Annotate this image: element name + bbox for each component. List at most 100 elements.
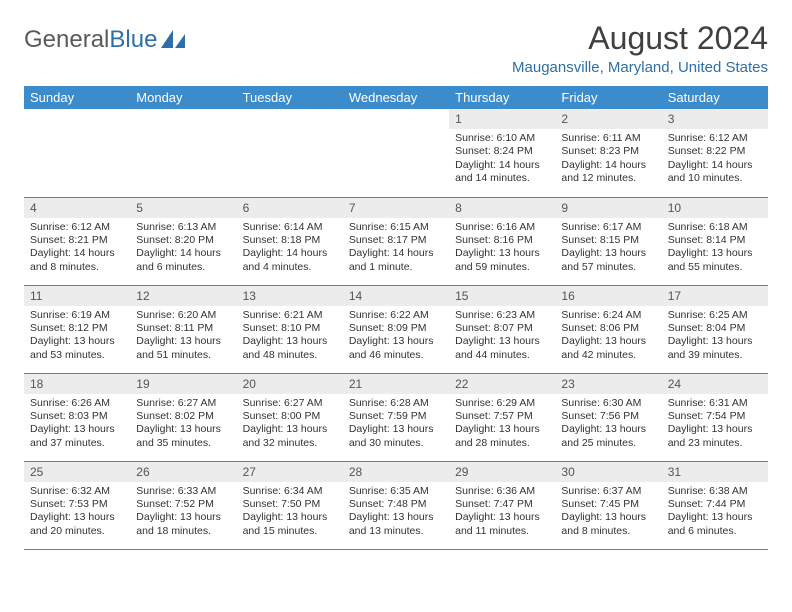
sunrise-text: Sunrise: 6:20 AM xyxy=(136,309,230,322)
sunrise-text: Sunrise: 6:25 AM xyxy=(668,309,762,322)
day-header: Thursday xyxy=(449,86,555,109)
sunrise-text: Sunrise: 6:27 AM xyxy=(243,397,337,410)
day-details: Sunrise: 6:27 AMSunset: 8:02 PMDaylight:… xyxy=(130,394,236,455)
day-details: Sunrise: 6:12 AMSunset: 8:22 PMDaylight:… xyxy=(662,129,768,190)
day-header: Monday xyxy=(130,86,236,109)
calendar-cell: 5Sunrise: 6:13 AMSunset: 8:20 PMDaylight… xyxy=(130,197,236,285)
calendar-cell: 21Sunrise: 6:28 AMSunset: 7:59 PMDayligh… xyxy=(343,373,449,461)
calendar-cell: 22Sunrise: 6:29 AMSunset: 7:57 PMDayligh… xyxy=(449,373,555,461)
day-number: 4 xyxy=(24,198,130,218)
calendar-cell: 18Sunrise: 6:26 AMSunset: 8:03 PMDayligh… xyxy=(24,373,130,461)
daylight-text: Daylight: 13 hours and 30 minutes. xyxy=(349,423,443,450)
day-details: Sunrise: 6:15 AMSunset: 8:17 PMDaylight:… xyxy=(343,218,449,279)
calendar-cell xyxy=(237,109,343,197)
day-header: Sunday xyxy=(24,86,130,109)
day-details: Sunrise: 6:29 AMSunset: 7:57 PMDaylight:… xyxy=(449,394,555,455)
calendar-cell: 2Sunrise: 6:11 AMSunset: 8:23 PMDaylight… xyxy=(555,109,661,197)
title-block: August 2024 Maugansville, Maryland, Unit… xyxy=(512,20,768,76)
day-details: Sunrise: 6:23 AMSunset: 8:07 PMDaylight:… xyxy=(449,306,555,367)
sunset-text: Sunset: 8:21 PM xyxy=(30,234,124,247)
sunset-text: Sunset: 7:53 PM xyxy=(30,498,124,511)
calendar-cell: 17 Sunrise: 6:25 AMSunset: 8:04 PMDayligh… xyxy=(662,285,768,373)
sunrise-text: Sunrise: 6:14 AM xyxy=(243,221,337,234)
sunrise-text: Sunrise: 6:21 AM xyxy=(243,309,337,322)
sunset-text: Sunset: 7:44 PM xyxy=(668,498,762,511)
daylight-text: Daylight: 13 hours and 57 minutes. xyxy=(561,247,655,274)
sunrise-text: Sunrise: 6:36 AM xyxy=(455,485,549,498)
sunrise-text: Sunrise: 6:10 AM xyxy=(455,132,549,145)
calendar-cell: 15Sunrise: 6:23 AMSunset: 8:07 PMDayligh… xyxy=(449,285,555,373)
calendar-cell: 27Sunrise: 6:34 AMSunset: 7:50 PMDayligh… xyxy=(237,461,343,549)
sunset-text: Sunset: 8:14 PM xyxy=(668,234,762,247)
calendar-week-row: 4Sunrise: 6:12 AMSunset: 8:21 PMDaylight… xyxy=(24,197,768,285)
daylight-text: Daylight: 13 hours and 53 minutes. xyxy=(30,335,124,362)
calendar-cell: 1Sunrise: 6:10 AMSunset: 8:24 PMDaylight… xyxy=(449,109,555,197)
month-title: August 2024 xyxy=(512,20,768,57)
day-number: 22 xyxy=(449,374,555,394)
sunset-text: Sunset: 7:57 PM xyxy=(455,410,549,423)
daylight-text: Daylight: 13 hours and 46 minutes. xyxy=(349,335,443,362)
sunset-text: Sunset: 8:00 PM xyxy=(243,410,337,423)
calendar-cell: 13Sunrise: 6:21 AMSunset: 8:10 PMDayligh… xyxy=(237,285,343,373)
day-number: 3 xyxy=(662,109,768,129)
sail-icon xyxy=(161,30,187,50)
sunrise-text: Sunrise: 6:38 AM xyxy=(668,485,762,498)
sunrise-text: Sunrise: 6:28 AM xyxy=(349,397,443,410)
daylight-text: Daylight: 13 hours and 44 minutes. xyxy=(455,335,549,362)
sunset-text: Sunset: 8:11 PM xyxy=(136,322,230,335)
sunset-text: Sunset: 8:07 PM xyxy=(455,322,549,335)
day-number: 17 xyxy=(662,286,768,306)
daylight-text: Daylight: 14 hours and 12 minutes. xyxy=(561,159,655,186)
calendar-week-row: 1Sunrise: 6:10 AMSunset: 8:24 PMDaylight… xyxy=(24,109,768,197)
day-details: Sunrise: 6:31 AMSunset: 7:54 PMDaylight:… xyxy=(662,394,768,455)
day-details: Sunrise: 6:24 AMSunset: 8:06 PMDaylight:… xyxy=(555,306,661,367)
daylight-text: Daylight: 13 hours and 32 minutes. xyxy=(243,423,337,450)
day-details: Sunrise: 6:30 AMSunset: 7:56 PMDaylight:… xyxy=(555,394,661,455)
day-details: Sunrise: 6:12 AMSunset: 8:21 PMDaylight:… xyxy=(24,218,130,279)
daylight-text: Daylight: 13 hours and 59 minutes. xyxy=(455,247,549,274)
day-header: Tuesday xyxy=(237,86,343,109)
day-details: Sunrise: 6:28 AMSunset: 7:59 PMDaylight:… xyxy=(343,394,449,455)
day-details: Sunrise: 6:16 AMSunset: 8:16 PMDaylight:… xyxy=(449,218,555,279)
sunset-text: Sunset: 8:20 PM xyxy=(136,234,230,247)
day-details: Sunrise: 6:35 AMSunset: 7:48 PMDaylight:… xyxy=(343,482,449,543)
calendar-cell: 16Sunrise: 6:24 AMSunset: 8:06 PMDayligh… xyxy=(555,285,661,373)
calendar-cell: 10Sunrise: 6:18 AMSunset: 8:14 PMDayligh… xyxy=(662,197,768,285)
sunrise-text: Sunrise: 6:32 AM xyxy=(30,485,124,498)
day-header-row: Sunday Monday Tuesday Wednesday Thursday… xyxy=(24,86,768,109)
sunset-text: Sunset: 8:04 PM xyxy=(668,322,762,335)
location-text: Maugansville, Maryland, United States xyxy=(512,59,768,76)
daylight-text: Daylight: 13 hours and 28 minutes. xyxy=(455,423,549,450)
sunrise-text: Sunrise: 6:30 AM xyxy=(561,397,655,410)
day-details: Sunrise: 6:38 AMSunset: 7:44 PMDaylight:… xyxy=(662,482,768,543)
sunrise-text: Sunrise: 6:16 AM xyxy=(455,221,549,234)
day-details: Sunrise: 6:32 AMSunset: 7:53 PMDaylight:… xyxy=(24,482,130,543)
calendar-cell: 28Sunrise: 6:35 AMSunset: 7:48 PMDayligh… xyxy=(343,461,449,549)
day-number: 5 xyxy=(130,198,236,218)
sunrise-text: Sunrise: 6:13 AM xyxy=(136,221,230,234)
calendar-cell: 3Sunrise: 6:12 AMSunset: 8:22 PMDaylight… xyxy=(662,109,768,197)
brand-word1: General xyxy=(24,26,109,54)
calendar-cell: 8Sunrise: 6:16 AMSunset: 8:16 PMDaylight… xyxy=(449,197,555,285)
day-number: 6 xyxy=(237,198,343,218)
calendar-cell xyxy=(24,109,130,197)
sunset-text: Sunset: 7:45 PM xyxy=(561,498,655,511)
sunrise-text: Sunrise: 6:24 AM xyxy=(561,309,655,322)
sunrise-text: Sunrise: 6:29 AM xyxy=(455,397,549,410)
day-details: Sunrise: 6:33 AMSunset: 7:52 PMDaylight:… xyxy=(130,482,236,543)
sunrise-text: Sunrise: 6:35 AM xyxy=(349,485,443,498)
page-header: GeneralBlue August 2024 Maugansville, Ma… xyxy=(24,20,768,76)
calendar-cell xyxy=(130,109,236,197)
day-number: 10 xyxy=(662,198,768,218)
sunrise-text: Sunrise: 6:31 AM xyxy=(668,397,762,410)
sunrise-text: Sunrise: 6:18 AM xyxy=(668,221,762,234)
sunrise-text: Sunrise: 6:27 AM xyxy=(136,397,230,410)
sunset-text: Sunset: 8:17 PM xyxy=(349,234,443,247)
daylight-text: Daylight: 13 hours and 39 minutes. xyxy=(668,335,762,362)
day-number: 28 xyxy=(343,462,449,482)
day-details: Sunrise: 6:37 AMSunset: 7:45 PMDaylight:… xyxy=(555,482,661,543)
sunrise-text: Sunrise: 6:12 AM xyxy=(668,132,762,145)
sunset-text: Sunset: 8:06 PM xyxy=(561,322,655,335)
calendar-cell: 11Sunrise: 6:19 AMSunset: 8:12 PMDayligh… xyxy=(24,285,130,373)
sunset-text: Sunset: 7:59 PM xyxy=(349,410,443,423)
